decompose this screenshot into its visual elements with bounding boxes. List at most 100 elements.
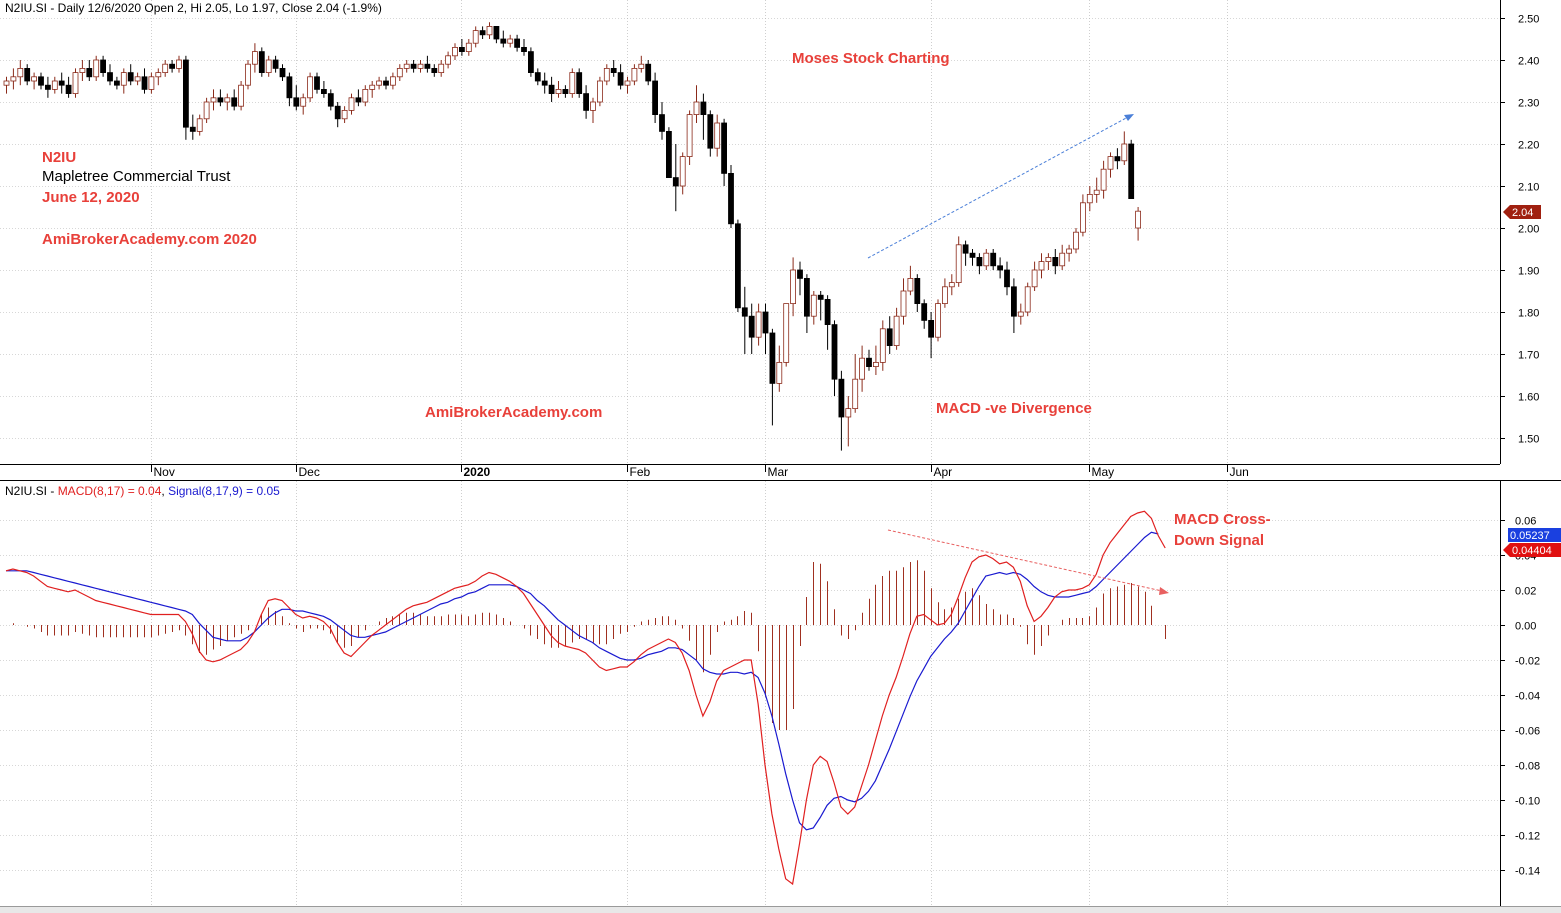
candle[interactable] [286,72,293,107]
candle[interactable] [1052,249,1059,275]
candle[interactable] [189,114,196,140]
candle[interactable] [445,51,452,69]
candle[interactable] [38,72,44,90]
candle[interactable] [120,68,127,94]
candle[interactable] [265,55,272,77]
candle[interactable] [983,249,990,270]
candle[interactable] [583,85,589,119]
candle[interactable] [293,85,300,111]
candle[interactable] [845,396,852,447]
candle[interactable] [1086,186,1093,212]
candle[interactable] [93,55,100,81]
candle[interactable] [217,89,224,107]
candle[interactable] [148,72,155,94]
candle[interactable] [127,64,134,86]
candle[interactable] [859,345,865,392]
candle[interactable] [762,303,769,354]
candle[interactable] [258,47,265,77]
candle[interactable] [300,93,307,115]
candle[interactable] [948,274,955,296]
candle[interactable] [389,72,396,90]
candle[interactable] [783,303,790,367]
candle[interactable] [51,76,58,94]
candle[interactable] [886,316,893,354]
candle[interactable] [790,257,796,317]
candle[interactable] [182,55,189,140]
candle[interactable] [735,219,741,312]
candle[interactable] [804,274,810,333]
candle[interactable] [327,89,334,111]
candle[interactable] [597,76,603,107]
candle[interactable] [569,68,576,98]
candle[interactable] [1004,261,1010,296]
candle[interactable] [1135,207,1141,241]
candle[interactable] [603,64,610,86]
candle[interactable] [714,114,721,157]
candle[interactable] [541,72,548,94]
candle[interactable] [893,307,900,350]
candle[interactable] [693,85,700,123]
candle[interactable] [1114,148,1121,170]
candle[interactable] [141,68,148,94]
candle[interactable] [700,93,707,140]
candle[interactable] [969,249,976,266]
candle[interactable] [610,60,617,77]
candle[interactable] [24,64,31,86]
candle[interactable] [341,106,348,123]
candle[interactable] [86,60,93,81]
candle[interactable] [921,299,928,329]
macd-line[interactable] [5,510,1166,886]
candle[interactable] [58,72,65,94]
candle[interactable] [1100,160,1107,199]
candle[interactable] [817,291,824,321]
signal-line[interactable] [6,531,1159,831]
candle[interactable] [245,60,251,90]
candle[interactable] [169,60,176,73]
candle[interactable] [873,345,879,375]
candle[interactable] [659,102,665,140]
candle[interactable] [320,81,327,98]
candle[interactable] [403,60,410,73]
candle[interactable] [755,303,762,346]
candle[interactable] [672,144,679,212]
candle[interactable] [238,81,245,111]
candle[interactable] [1080,194,1086,237]
candle[interactable] [748,303,755,354]
candle[interactable] [465,39,472,56]
candle[interactable] [534,68,541,86]
candle[interactable] [224,93,231,111]
candle[interactable] [1107,152,1114,178]
candle[interactable] [797,261,803,296]
candle[interactable] [638,55,645,73]
candle[interactable] [500,30,507,48]
candle[interactable] [210,89,217,111]
candle[interactable] [479,26,486,39]
candle[interactable] [852,354,859,413]
candle[interactable] [879,320,886,371]
candle[interactable] [990,249,997,270]
candle[interactable] [914,274,921,312]
candle[interactable] [431,64,438,77]
candle[interactable] [376,76,383,90]
candle[interactable] [362,85,369,107]
candle[interactable] [721,118,727,186]
candle[interactable] [486,22,493,39]
candle[interactable] [307,72,314,102]
candle[interactable] [1121,131,1128,165]
macd-histogram[interactable] [7,560,1166,730]
candle[interactable] [976,253,983,275]
candle[interactable] [997,257,1003,279]
candle[interactable] [907,265,914,296]
candle[interactable] [528,47,534,77]
candle[interactable] [3,76,10,94]
candle[interactable] [955,236,962,287]
candle[interactable] [838,370,845,451]
candle[interactable] [196,114,203,136]
candle[interactable] [514,34,520,52]
candle[interactable] [928,312,934,359]
candle[interactable] [900,278,907,325]
candle[interactable] [666,127,672,178]
candle[interactable] [417,60,424,73]
candle[interactable] [617,64,624,90]
candle[interactable] [31,72,38,90]
